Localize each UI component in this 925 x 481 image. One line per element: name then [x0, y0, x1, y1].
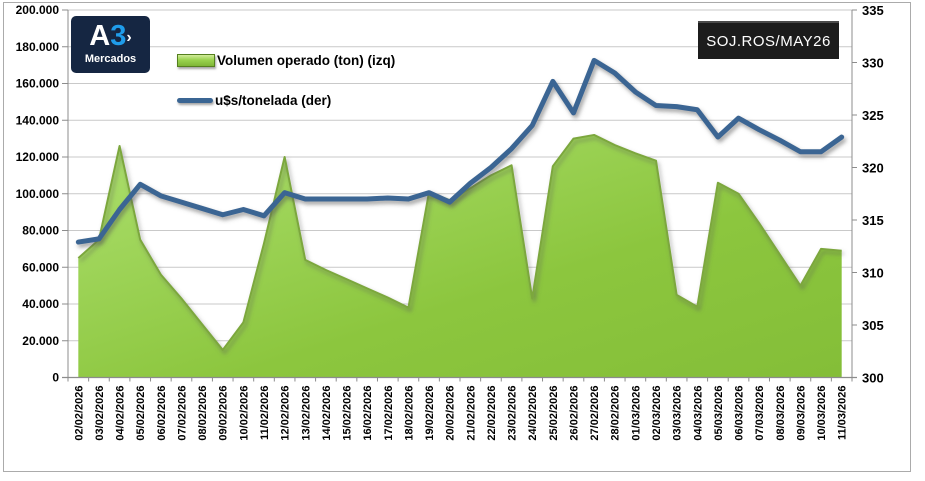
x-axis-date-label: 05/02/2026: [135, 386, 147, 441]
left-axis-label: 160.000: [16, 77, 60, 91]
line-swatch-icon: [177, 97, 213, 103]
logo-digit-3: 3: [110, 20, 127, 52]
left-axis-label: 80.000: [22, 224, 59, 238]
x-axis-date-label: 10/03/2026: [816, 386, 828, 441]
x-axis-date-label: 25/02/2026: [548, 386, 560, 441]
x-axis-date-label: 08/03/2026: [775, 386, 787, 441]
left-axis-label: 0: [52, 371, 59, 385]
area-swatch-icon: [177, 53, 215, 67]
legend-label-price: u$s/tonelada (der): [215, 92, 332, 108]
x-axis-date-label: 10/02/2026: [238, 386, 250, 441]
left-axis-label: 40.000: [22, 297, 59, 311]
x-axis-date-label: 17/02/2026: [383, 386, 395, 441]
ticker-label: SOJ.ROS/MAY26: [706, 32, 831, 50]
logo-arrow-icon: ›: [126, 29, 132, 46]
left-axis-label: 20.000: [22, 334, 59, 348]
right-axis-label: 310: [862, 266, 884, 281]
x-axis-date-label: 06/02/2026: [156, 386, 168, 441]
x-axis-date-label: 09/03/2026: [795, 386, 807, 441]
left-axis-label: 180.000: [16, 40, 60, 54]
right-axis-label: 305: [862, 318, 884, 333]
right-axis-label: 335: [862, 3, 884, 18]
x-axis-date-label: 02/02/2026: [73, 386, 85, 441]
left-axis-label: 200.000: [16, 3, 60, 17]
right-axis-label: 300: [862, 371, 884, 386]
right-axis-label: 325: [862, 108, 884, 123]
x-axis-date-label: 22/02/2026: [486, 386, 498, 441]
ticker-badge: SOJ.ROS/MAY26: [698, 21, 839, 59]
volume-area-series: [78, 134, 842, 378]
x-axis-date-label: 03/03/2026: [672, 386, 684, 441]
left-axis-label: 120.000: [16, 150, 60, 164]
logo-subtitle: Mercados: [84, 53, 137, 65]
logo-letter-a: A: [89, 20, 111, 52]
x-axis-date-label: 16/02/2026: [362, 386, 374, 441]
x-axis-date-label: 15/02/2026: [342, 386, 354, 441]
legend-item-volume: Volumen operado (ton) (izq): [177, 47, 395, 73]
x-axis-date-label: 24/02/2026: [527, 386, 539, 441]
price-line-series: [75, 57, 845, 245]
x-axis-date-label: 12/02/2026: [280, 386, 292, 441]
x-axis-date-label: 07/03/2026: [754, 386, 766, 441]
left-axis-label: 60.000: [22, 260, 59, 274]
x-axis-date-label: 01/03/2026: [630, 386, 642, 441]
x-axis-date-label: 23/02/2026: [507, 386, 519, 441]
logo-wordmark: A3›: [71, 22, 150, 51]
x-axis-date-label: 28/02/2026: [610, 386, 622, 441]
x-axis-date-label: 08/02/2026: [197, 386, 209, 441]
right-axis-label: 330: [862, 56, 884, 71]
x-axis-date-label: 13/02/2026: [300, 386, 312, 441]
x-axis-date-label: 11/03/2026: [837, 386, 849, 440]
legend-label-volume: Volumen operado (ton) (izq): [217, 52, 396, 68]
x-axis-date-label: 26/02/2026: [568, 386, 580, 441]
x-axis-date-label: 06/03/2026: [734, 386, 746, 441]
x-axis-date-label: 07/02/2026: [176, 386, 188, 441]
x-axis-date-label: 09/02/2026: [218, 386, 230, 441]
x-axis-date-label: 02/03/2026: [651, 386, 663, 441]
right-axis-label: 315: [862, 213, 884, 228]
left-axis-label: 100.000: [16, 187, 60, 201]
x-axis-date-label: 11/02/2026: [259, 386, 271, 440]
a3-mercados-logo: A3› Mercados: [71, 16, 150, 73]
x-axis-date-label: 04/03/2026: [692, 386, 704, 441]
x-axis-date-label: 20/02/2026: [445, 386, 457, 441]
right-axis-label: 320: [862, 161, 884, 176]
left-axis-label: 140.000: [16, 113, 60, 127]
x-axis-date-label: 05/03/2026: [713, 386, 725, 441]
x-axis-date-label: 14/02/2026: [321, 386, 333, 441]
x-axis-date-label: 21/02/2026: [465, 386, 477, 441]
x-axis-date-label: 19/02/2026: [424, 386, 436, 441]
x-axis-date-label: 27/02/2026: [589, 386, 601, 441]
legend: Volumen operado (ton) (izq) u$s/tonelada…: [177, 47, 395, 127]
legend-item-price: u$s/tonelada (der): [177, 87, 395, 113]
x-axis-date-label: 03/02/2026: [94, 386, 106, 441]
x-axis-date-label: 18/02/2026: [403, 386, 415, 441]
x-axis-date-label: 04/02/2026: [115, 386, 127, 441]
